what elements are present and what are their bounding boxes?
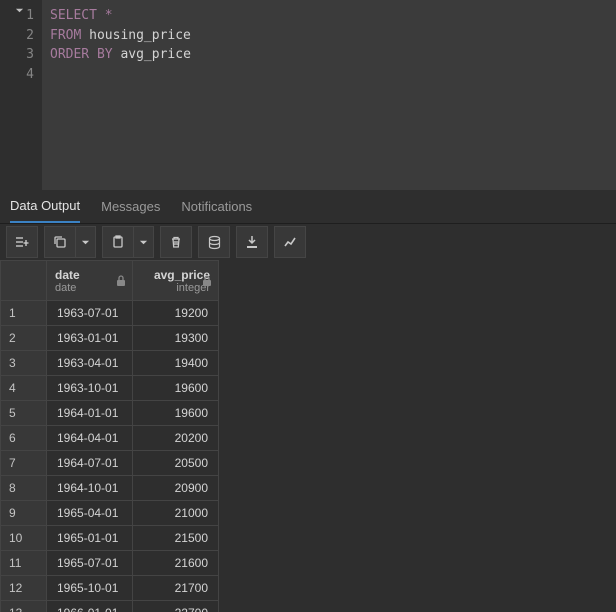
delete-button[interactable] [160, 226, 192, 258]
cell-date[interactable]: 1964-10-01 [47, 476, 133, 501]
row-header-corner [1, 261, 47, 301]
table-row[interactable]: 11963-07-0119200 [1, 301, 219, 326]
table-row[interactable]: 21963-01-0119300 [1, 326, 219, 351]
cell-avg-price[interactable]: 19200 [133, 301, 219, 326]
table-row[interactable]: 81964-10-0120900 [1, 476, 219, 501]
cell-avg-price[interactable]: 20900 [133, 476, 219, 501]
table-row[interactable]: 41963-10-0119600 [1, 376, 219, 401]
row-number[interactable]: 2 [1, 326, 47, 351]
line-number: 1 [0, 6, 42, 26]
row-number[interactable]: 13 [1, 601, 47, 612]
column-header-date[interactable]: datedate [47, 261, 133, 301]
column-type: integer [141, 282, 210, 294]
cell-date[interactable]: 1966-01-01 [47, 601, 133, 612]
row-number[interactable]: 5 [1, 401, 47, 426]
code-line[interactable]: FROM housing_price [50, 26, 608, 46]
cell-date[interactable]: 1963-07-01 [47, 301, 133, 326]
row-number[interactable]: 9 [1, 501, 47, 526]
editor-gutter: 1234 [0, 0, 42, 190]
sql-editor[interactable]: 1234 SELECT *FROM housing_priceORDER BY … [0, 0, 616, 190]
tab-notifications[interactable]: Notifications [181, 191, 252, 222]
row-number[interactable]: 3 [1, 351, 47, 376]
code-line[interactable] [50, 65, 608, 85]
copy-dropdown[interactable] [76, 226, 96, 258]
chart-button[interactable] [274, 226, 306, 258]
copy-button[interactable] [44, 226, 76, 258]
lock-icon [202, 275, 212, 287]
cell-avg-price[interactable]: 22700 [133, 601, 219, 612]
code-line[interactable]: ORDER BY avg_price [50, 45, 608, 65]
column-name: avg_price [141, 268, 210, 282]
download-button[interactable] [236, 226, 268, 258]
save-data-button[interactable] [198, 226, 230, 258]
code-line[interactable]: SELECT * [50, 6, 608, 26]
table-row[interactable]: 71964-07-0120500 [1, 451, 219, 476]
table-row[interactable]: 131966-01-0122700 [1, 601, 219, 612]
cell-avg-price[interactable]: 21500 [133, 526, 219, 551]
add-row-button[interactable] [6, 226, 38, 258]
table-row[interactable]: 111965-07-0121600 [1, 551, 219, 576]
row-number[interactable]: 12 [1, 576, 47, 601]
column-header-avg_price[interactable]: avg_priceinteger [133, 261, 219, 301]
row-number[interactable]: 7 [1, 451, 47, 476]
cell-avg-price[interactable]: 19300 [133, 326, 219, 351]
cell-avg-price[interactable]: 19400 [133, 351, 219, 376]
table-row[interactable]: 51964-01-0119600 [1, 401, 219, 426]
row-number[interactable]: 1 [1, 301, 47, 326]
cell-date[interactable]: 1965-07-01 [47, 551, 133, 576]
tab-messages[interactable]: Messages [101, 191, 160, 222]
cell-avg-price[interactable]: 20200 [133, 426, 219, 451]
paste-button[interactable] [102, 226, 134, 258]
cell-avg-price[interactable]: 19600 [133, 376, 219, 401]
table-row[interactable]: 91965-04-0121000 [1, 501, 219, 526]
cell-avg-price[interactable]: 19600 [133, 401, 219, 426]
cell-date[interactable]: 1963-01-01 [47, 326, 133, 351]
table-row[interactable]: 61964-04-0120200 [1, 426, 219, 451]
data-grid[interactable]: datedateavg_priceinteger 11963-07-011920… [0, 260, 616, 612]
cell-avg-price[interactable]: 20500 [133, 451, 219, 476]
row-number[interactable]: 4 [1, 376, 47, 401]
cell-date[interactable]: 1965-04-01 [47, 501, 133, 526]
cell-date[interactable]: 1965-01-01 [47, 526, 133, 551]
editor-code[interactable]: SELECT *FROM housing_priceORDER BY avg_p… [42, 0, 616, 190]
line-number: 2 [0, 26, 42, 46]
table-row[interactable]: 31963-04-0119400 [1, 351, 219, 376]
line-number: 4 [0, 65, 42, 85]
line-number: 3 [0, 45, 42, 65]
cell-date[interactable]: 1965-10-01 [47, 576, 133, 601]
row-number[interactable]: 6 [1, 426, 47, 451]
column-name: date [55, 268, 124, 282]
row-number[interactable]: 11 [1, 551, 47, 576]
row-number[interactable]: 8 [1, 476, 47, 501]
result-tabs: Data Output Messages Notifications [0, 190, 616, 224]
lock-icon [116, 275, 126, 287]
column-type: date [55, 282, 124, 294]
cell-date[interactable]: 1963-10-01 [47, 376, 133, 401]
cell-date[interactable]: 1963-04-01 [47, 351, 133, 376]
row-number[interactable]: 10 [1, 526, 47, 551]
cell-date[interactable]: 1964-07-01 [47, 451, 133, 476]
cell-date[interactable]: 1964-04-01 [47, 426, 133, 451]
table-row[interactable]: 121965-10-0121700 [1, 576, 219, 601]
cell-date[interactable]: 1964-01-01 [47, 401, 133, 426]
table-row[interactable]: 101965-01-0121500 [1, 526, 219, 551]
tab-data-output[interactable]: Data Output [10, 190, 80, 223]
paste-dropdown[interactable] [134, 226, 154, 258]
fold-chevron-icon[interactable] [15, 6, 24, 15]
cell-avg-price[interactable]: 21000 [133, 501, 219, 526]
cell-avg-price[interactable]: 21700 [133, 576, 219, 601]
cell-avg-price[interactable]: 21600 [133, 551, 219, 576]
results-toolbar [0, 224, 616, 260]
